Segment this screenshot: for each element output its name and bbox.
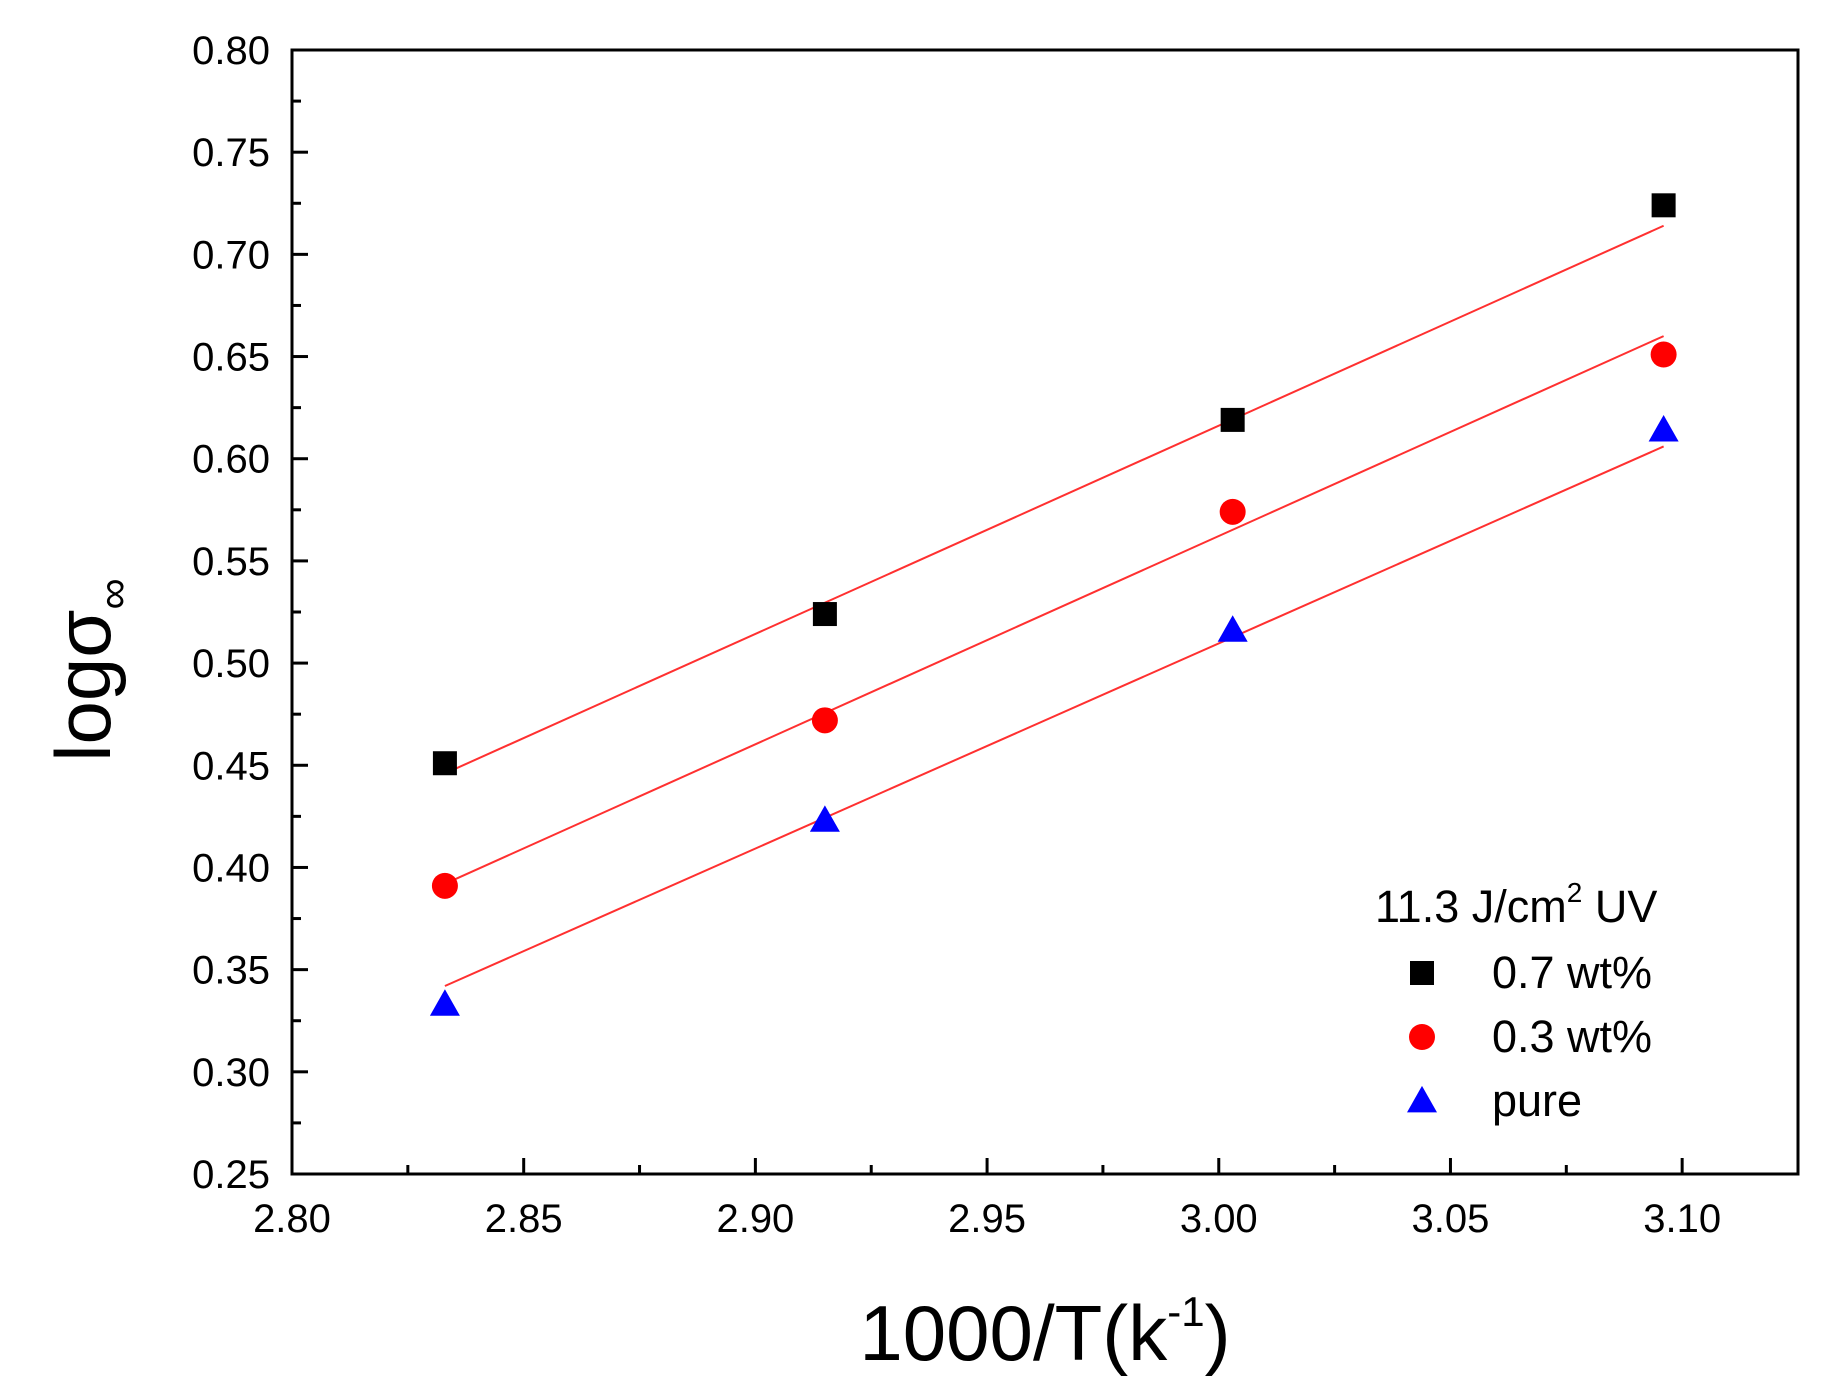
data-point	[1651, 193, 1676, 218]
data-point	[1217, 615, 1248, 642]
x-tick-label: 2.90	[716, 1197, 794, 1241]
data-point	[1650, 341, 1677, 368]
x-tick-label: 2.80	[253, 1197, 331, 1241]
y-axis-title: logσ∞	[39, 578, 138, 762]
y-tick-labels: 0.25 0.30 0.35 0.40 0.45 0.50 0.55 0.60 0.65 0.70…	[192, 29, 270, 1197]
legend-title: 11.3 J/cm2 UV	[1375, 877, 1657, 932]
x-axis-title: 1000/T(k-1)	[859, 1288, 1230, 1377]
legend-marker	[1407, 1085, 1437, 1113]
data-point	[809, 805, 840, 832]
axis-ticks	[290, 48, 1800, 1176]
x-tick-labels: 2.80 2.85 2.90 2.95 3.00 3.05 3.10	[253, 1197, 1721, 1241]
y-tick-label: 0.50	[192, 642, 270, 686]
data-point	[429, 989, 460, 1016]
fit-lines	[444, 224, 1665, 987]
y-tick-label: 0.40	[192, 846, 270, 890]
y-tick-label: 0.30	[192, 1051, 270, 1095]
y-tick-label: 0.75	[192, 131, 270, 175]
y-tick-label: 0.60	[192, 438, 270, 482]
data-point	[1219, 498, 1246, 525]
legend-marker	[1410, 961, 1434, 985]
x-tick-label: 2.95	[948, 1197, 1026, 1241]
legend: 11.3 J/cm2 UV 0.7 wt% 0.3 wt% pure	[1375, 877, 1657, 1126]
x-tick-label: 2.85	[485, 1197, 563, 1241]
data-point	[1648, 414, 1679, 442]
y-tick-label: 0.45	[192, 744, 270, 788]
y-tick-label: 0.25	[192, 1153, 270, 1197]
plot-frame	[290, 48, 1800, 1176]
data-point	[431, 872, 458, 899]
legend-marker	[1409, 1024, 1435, 1050]
y-tick-label: 0.80	[192, 29, 270, 73]
y-tick-label: 0.35	[192, 949, 270, 993]
legend-label: 0.3 wt%	[1492, 1011, 1652, 1062]
legend-label: pure	[1492, 1075, 1582, 1126]
x-tick-label: 3.10	[1643, 1197, 1721, 1241]
data-point	[432, 751, 457, 776]
fit-line	[444, 445, 1665, 987]
legend-label: 0.7 wt%	[1492, 947, 1652, 998]
data-point	[812, 602, 837, 627]
x-tick-label: 3.05	[1412, 1197, 1490, 1241]
y-tick-label: 0.70	[192, 233, 270, 277]
data-point	[811, 707, 838, 734]
fit-line	[444, 335, 1665, 885]
data-point	[1220, 407, 1245, 432]
x-tick-label: 3.00	[1180, 1197, 1258, 1241]
fit-line	[444, 224, 1665, 775]
data-markers	[429, 193, 1679, 1016]
y-tick-label: 0.65	[192, 336, 270, 380]
y-tick-label: 0.55	[192, 540, 270, 584]
